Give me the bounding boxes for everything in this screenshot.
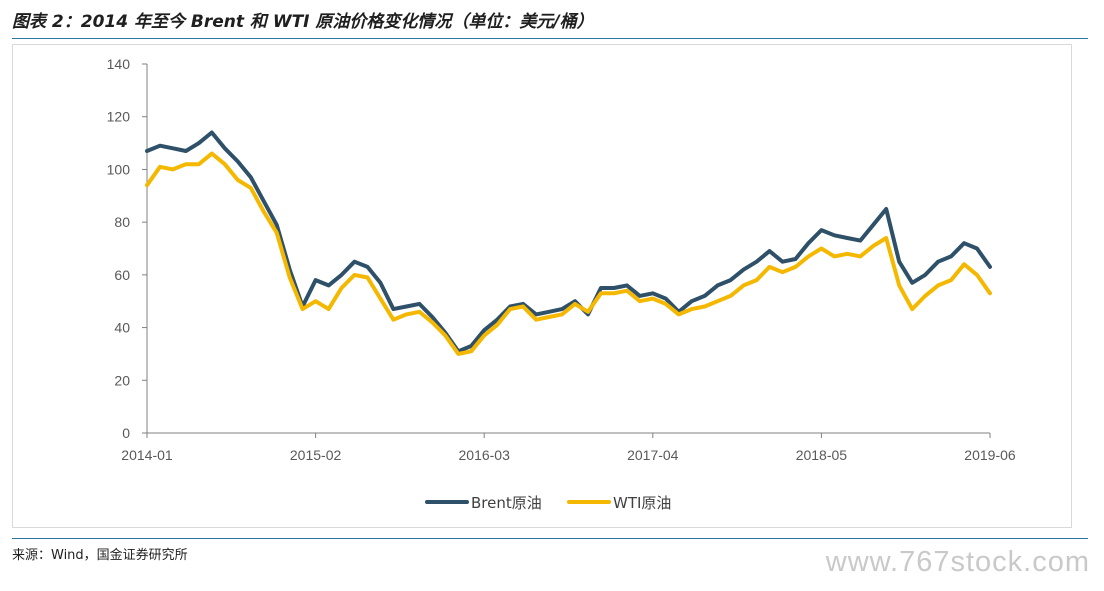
y-tick-label: 0 xyxy=(122,425,130,441)
x-tick-label: 2015-02 xyxy=(290,447,342,463)
y-tick-label: 120 xyxy=(107,109,131,125)
y-tick-label: 100 xyxy=(107,161,131,177)
x-tick-label: 2016-03 xyxy=(459,447,511,463)
y-tick-label: 60 xyxy=(114,267,130,283)
title-rule xyxy=(12,38,1088,39)
x-tick-label: 2019-06 xyxy=(964,447,1016,463)
x-tick-label: 2018-05 xyxy=(796,447,848,463)
y-tick-label: 20 xyxy=(114,372,130,388)
chart-title: 图表 2：2014 年至今 Brent 和 WTI 原油价格变化情况（单位：美元… xyxy=(12,12,594,32)
y-tick-label: 40 xyxy=(114,320,130,336)
series-line-brent xyxy=(145,130,992,354)
legend-label-brent: Brent原油 xyxy=(471,494,542,512)
x-tick-label: 2014-01 xyxy=(121,447,173,463)
watermark: www.767stock.com xyxy=(825,546,1090,578)
legend-label-wti: WTI原油 xyxy=(613,494,671,512)
chart-panel: 0 20 40 60 80 100 120 140 2014-01 2015-02 2016-03 2… xyxy=(12,44,1072,528)
series-line-wti xyxy=(145,151,992,356)
y-tick-label: 80 xyxy=(114,214,130,230)
x-tick-label: 2017-04 xyxy=(627,447,679,463)
y-tick-label: 140 xyxy=(107,56,131,72)
source-rule xyxy=(12,538,1088,539)
line-chart: 0 20 40 60 80 100 120 140 2014-01 2015-02 2016-03 2… xyxy=(107,56,1016,512)
title-bar: 图表 2：2014 年至今 Brent 和 WTI 原油价格变化情况（单位：美元… xyxy=(0,0,1088,38)
source-note: 来源：Wind，国金证券研究所 xyxy=(12,548,188,563)
